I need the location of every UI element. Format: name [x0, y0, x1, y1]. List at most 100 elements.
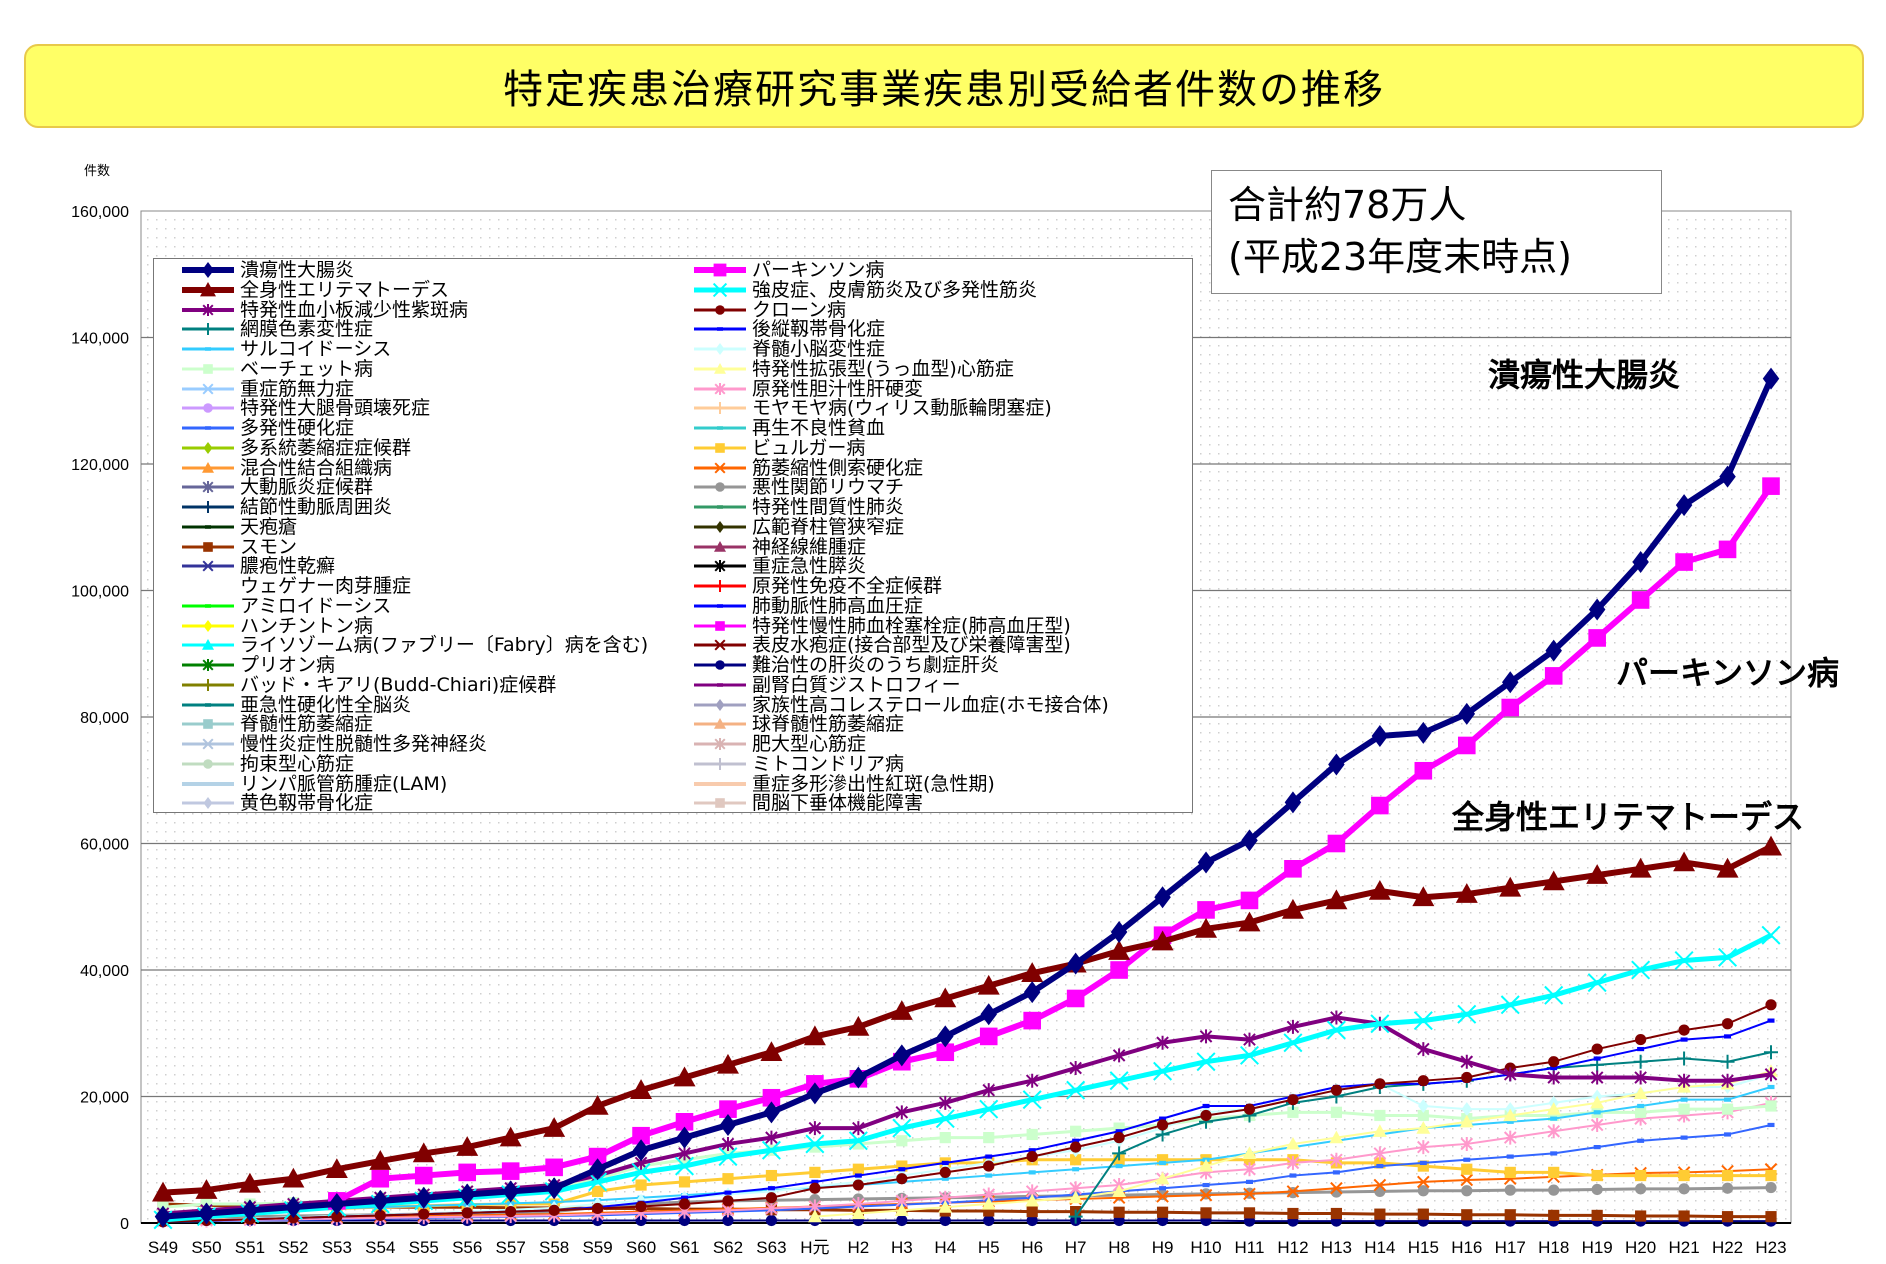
data-point-dash	[1724, 1097, 1732, 1102]
data-point-x	[979, 1099, 999, 1119]
x-tick-label: S54	[365, 1238, 395, 1257]
legend-label: 網膜色素変性症	[240, 318, 374, 341]
legend-item: 結節性動脈周囲炎	[180, 497, 392, 517]
data-point-dash	[205, 603, 211, 608]
data-point-dash	[1159, 1186, 1167, 1191]
data-point-square	[1548, 1109, 1560, 1122]
data-point-x	[1199, 1188, 1213, 1202]
legend-marker-diamond-icon	[694, 698, 746, 711]
legend-label: 全身性エリテマトーデス	[240, 278, 450, 301]
legend-item: 表皮水疱症(接合部型及び栄養障害型)	[692, 635, 1071, 655]
legend-label: 多発性硬化症	[240, 417, 355, 439]
legend-marker-diamond-icon	[694, 343, 746, 355]
data-point-square	[715, 620, 725, 631]
series-group	[152, 367, 1782, 1230]
data-point-dash	[1767, 1122, 1775, 1128]
x-tick-label: H14	[1364, 1238, 1395, 1257]
data-point-triangle	[1021, 962, 1044, 982]
data-point-triangle	[673, 1066, 696, 1087]
legend-marker-triangle-icon	[182, 461, 234, 473]
data-point-triangle	[282, 1167, 305, 1188]
x-tick-label: S53	[322, 1238, 352, 1257]
legend-label: 強皮症、皮膚筋炎及び多発性筋炎	[752, 278, 1038, 301]
data-point-asterisk	[1199, 1029, 1213, 1044]
legend-marker-circle-icon	[182, 403, 234, 414]
y-axis-label: 件数	[84, 164, 111, 179]
data-point-triangle	[1629, 857, 1652, 878]
data-point-circle	[765, 1214, 778, 1227]
total-note-line1: 合計約78万人	[1228, 183, 1467, 227]
data-point-circle	[1287, 1094, 1299, 1106]
data-point-asterisk	[721, 1136, 735, 1151]
data-point-circle	[1070, 1141, 1082, 1153]
data-point-square	[1457, 736, 1476, 755]
data-point-square	[896, 1160, 908, 1172]
x-tick-label: S50	[191, 1238, 221, 1257]
data-point-dash	[717, 426, 723, 430]
data-point-diamond	[1197, 851, 1215, 874]
data-point-triangle	[977, 974, 1000, 995]
data-point-circle	[1374, 1185, 1386, 1197]
data-point-circle	[461, 1207, 473, 1219]
data-point-circle	[548, 1204, 560, 1216]
legend-marker-triangle-icon	[694, 718, 746, 730]
legend-item: サルコイドーシス	[180, 339, 391, 359]
data-point-square	[1675, 553, 1693, 571]
legend-label: 脊髄性筋萎縮症	[240, 713, 374, 736]
data-point-asterisk	[1330, 1010, 1343, 1025]
data-point-triangle	[1368, 879, 1391, 900]
data-point-diamond	[203, 441, 213, 454]
data-point-triangle	[1155, 1171, 1170, 1185]
data-point-square	[1544, 667, 1563, 685]
legend-marker-dash-icon	[694, 327, 746, 332]
legend-label: サルコイドーシス	[240, 338, 392, 360]
x-tick-label: H4	[934, 1238, 956, 1257]
legend-item: ミトコンドリア病	[692, 754, 904, 774]
data-point-plus	[202, 323, 214, 336]
legend-label: 膿疱性乾癬	[240, 555, 336, 578]
legend-marker-square-icon	[694, 798, 746, 809]
legend-label: 重症筋無力症	[240, 377, 355, 400]
data-point-triangle	[586, 1094, 609, 1115]
data-point-square	[1631, 591, 1650, 609]
data-point-dash	[1245, 1179, 1253, 1184]
data-point-dash	[985, 1173, 993, 1178]
series-line	[335, 484, 1774, 1204]
legend-label: ハンチントン病	[240, 614, 374, 637]
data-point-x	[202, 560, 214, 572]
data-point-dash	[1593, 1056, 1601, 1061]
data-point-circle	[1156, 1119, 1169, 1131]
x-tick-label: H16	[1451, 1238, 1482, 1257]
y-tick-label: 40,000	[80, 963, 129, 980]
data-point-triangle	[1112, 1184, 1127, 1197]
data-point-dash	[854, 1173, 862, 1178]
data-point-triangle	[630, 1079, 653, 1099]
data-point-dash	[1289, 1173, 1297, 1178]
legend-marker-x-icon	[694, 461, 746, 474]
data-point-x	[1109, 1071, 1129, 1091]
x-tick-label: S57	[496, 1238, 526, 1257]
data-point-diamond	[372, 1189, 389, 1212]
data-point-circle	[1721, 1182, 1734, 1194]
data-point-diamond	[458, 1183, 476, 1206]
legend-marker-plus-icon	[694, 757, 746, 770]
data-point-triangle	[1590, 1095, 1605, 1109]
data-point-x	[1544, 985, 1564, 1005]
data-point-circle	[1678, 1183, 1690, 1195]
legend-marker-none-icon	[180, 576, 236, 596]
data-point-dash	[717, 505, 723, 509]
data-point-circle	[722, 1195, 734, 1207]
data-point-plus	[202, 501, 214, 513]
data-point-asterisk	[678, 1146, 691, 1161]
data-point-triangle	[499, 1126, 522, 1147]
data-point-triangle	[1503, 1108, 1518, 1122]
data-point-circle	[1026, 1150, 1038, 1163]
x-tick-label: S51	[235, 1238, 265, 1257]
data-point-square	[1591, 1209, 1603, 1222]
data-point-diamond	[415, 1186, 433, 1209]
data-point-asterisk	[1286, 1155, 1300, 1170]
legend-label: 特発性大腿骨頭壊死症	[240, 397, 431, 420]
data-point-x	[1156, 1190, 1169, 1203]
data-point-square	[1678, 1169, 1690, 1182]
x-tick-label: H7	[1065, 1238, 1087, 1257]
